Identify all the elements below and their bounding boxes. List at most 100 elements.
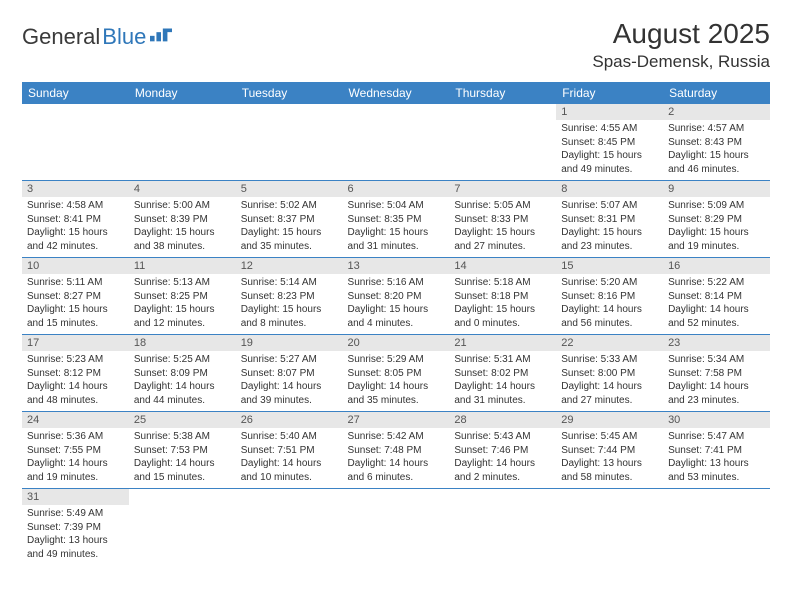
sunset-text: Sunset: 8:29 PM	[668, 213, 765, 227]
calendar-cell: 5Sunrise: 5:02 AMSunset: 8:37 PMDaylight…	[236, 181, 343, 258]
calendar-cell: 22Sunrise: 5:33 AMSunset: 8:00 PMDayligh…	[556, 335, 663, 412]
day-number: 17	[22, 335, 129, 351]
weekday-header: Wednesday	[343, 82, 450, 104]
sunset-text: Sunset: 8:35 PM	[348, 213, 445, 227]
day-info: Sunrise: 5:34 AMSunset: 7:58 PMDaylight:…	[663, 351, 770, 411]
daylight-text: Daylight: 14 hours and 23 minutes.	[668, 380, 765, 407]
sunset-text: Sunset: 8:14 PM	[668, 290, 765, 304]
daylight-text: Daylight: 13 hours and 49 minutes.	[27, 534, 124, 561]
day-number: 14	[449, 258, 556, 274]
sunset-text: Sunset: 8:18 PM	[454, 290, 551, 304]
day-number: 12	[236, 258, 343, 274]
sunrise-text: Sunrise: 4:57 AM	[668, 122, 765, 136]
day-number: 4	[129, 181, 236, 197]
day-number: 20	[343, 335, 450, 351]
sunset-text: Sunset: 8:09 PM	[134, 367, 231, 381]
title-block: August 2025 Spas-Demensk, Russia	[592, 18, 770, 72]
daylight-text: Daylight: 15 hours and 35 minutes.	[241, 226, 338, 253]
calendar-week-row: 31Sunrise: 5:49 AMSunset: 7:39 PMDayligh…	[22, 489, 770, 566]
daylight-text: Daylight: 14 hours and 10 minutes.	[241, 457, 338, 484]
day-info: Sunrise: 5:31 AMSunset: 8:02 PMDaylight:…	[449, 351, 556, 411]
day-info: Sunrise: 5:20 AMSunset: 8:16 PMDaylight:…	[556, 274, 663, 334]
daylight-text: Daylight: 14 hours and 31 minutes.	[454, 380, 551, 407]
day-info: Sunrise: 5:14 AMSunset: 8:23 PMDaylight:…	[236, 274, 343, 334]
day-number: 31	[22, 489, 129, 505]
calendar-cell: 11Sunrise: 5:13 AMSunset: 8:25 PMDayligh…	[129, 258, 236, 335]
sunrise-text: Sunrise: 5:34 AM	[668, 353, 765, 367]
calendar-cell: 1Sunrise: 4:55 AMSunset: 8:45 PMDaylight…	[556, 104, 663, 181]
day-info: Sunrise: 5:36 AMSunset: 7:55 PMDaylight:…	[22, 428, 129, 488]
sunrise-text: Sunrise: 5:36 AM	[27, 430, 124, 444]
day-number: 7	[449, 181, 556, 197]
sunrise-text: Sunrise: 5:04 AM	[348, 199, 445, 213]
calendar-table: Sunday Monday Tuesday Wednesday Thursday…	[22, 82, 770, 565]
day-info: Sunrise: 5:09 AMSunset: 8:29 PMDaylight:…	[663, 197, 770, 257]
daylight-text: Daylight: 14 hours and 56 minutes.	[561, 303, 658, 330]
daylight-text: Daylight: 15 hours and 8 minutes.	[241, 303, 338, 330]
sunset-text: Sunset: 7:53 PM	[134, 444, 231, 458]
sunrise-text: Sunrise: 5:22 AM	[668, 276, 765, 290]
calendar-cell	[663, 489, 770, 566]
daylight-text: Daylight: 13 hours and 58 minutes.	[561, 457, 658, 484]
sunset-text: Sunset: 8:05 PM	[348, 367, 445, 381]
calendar-cell	[343, 489, 450, 566]
sunrise-text: Sunrise: 5:07 AM	[561, 199, 658, 213]
calendar-week-row: 17Sunrise: 5:23 AMSunset: 8:12 PMDayligh…	[22, 335, 770, 412]
day-number: 26	[236, 412, 343, 428]
daylight-text: Daylight: 14 hours and 48 minutes.	[27, 380, 124, 407]
calendar-cell: 9Sunrise: 5:09 AMSunset: 8:29 PMDaylight…	[663, 181, 770, 258]
sunset-text: Sunset: 8:37 PM	[241, 213, 338, 227]
sunset-text: Sunset: 8:25 PM	[134, 290, 231, 304]
calendar-cell: 2Sunrise: 4:57 AMSunset: 8:43 PMDaylight…	[663, 104, 770, 181]
sunrise-text: Sunrise: 5:49 AM	[27, 507, 124, 521]
calendar-cell	[343, 104, 450, 181]
day-info: Sunrise: 5:04 AMSunset: 8:35 PMDaylight:…	[343, 197, 450, 257]
sunset-text: Sunset: 8:12 PM	[27, 367, 124, 381]
calendar-cell: 26Sunrise: 5:40 AMSunset: 7:51 PMDayligh…	[236, 412, 343, 489]
weekday-header: Saturday	[663, 82, 770, 104]
sunset-text: Sunset: 8:23 PM	[241, 290, 338, 304]
calendar-cell: 23Sunrise: 5:34 AMSunset: 7:58 PMDayligh…	[663, 335, 770, 412]
day-info: Sunrise: 5:38 AMSunset: 7:53 PMDaylight:…	[129, 428, 236, 488]
sunrise-text: Sunrise: 4:55 AM	[561, 122, 658, 136]
daylight-text: Daylight: 15 hours and 31 minutes.	[348, 226, 445, 253]
day-number: 10	[22, 258, 129, 274]
sunrise-text: Sunrise: 5:09 AM	[668, 199, 765, 213]
day-number: 15	[556, 258, 663, 274]
daylight-text: Daylight: 13 hours and 53 minutes.	[668, 457, 765, 484]
calendar-cell: 3Sunrise: 4:58 AMSunset: 8:41 PMDaylight…	[22, 181, 129, 258]
day-number: 23	[663, 335, 770, 351]
calendar-week-row: 3Sunrise: 4:58 AMSunset: 8:41 PMDaylight…	[22, 181, 770, 258]
day-info: Sunrise: 5:02 AMSunset: 8:37 PMDaylight:…	[236, 197, 343, 257]
daylight-text: Daylight: 14 hours and 52 minutes.	[668, 303, 765, 330]
day-info: Sunrise: 5:25 AMSunset: 8:09 PMDaylight:…	[129, 351, 236, 411]
daylight-text: Daylight: 15 hours and 42 minutes.	[27, 226, 124, 253]
sunrise-text: Sunrise: 5:00 AM	[134, 199, 231, 213]
sunrise-text: Sunrise: 5:29 AM	[348, 353, 445, 367]
sunrise-text: Sunrise: 5:31 AM	[454, 353, 551, 367]
calendar-cell: 12Sunrise: 5:14 AMSunset: 8:23 PMDayligh…	[236, 258, 343, 335]
daylight-text: Daylight: 14 hours and 15 minutes.	[134, 457, 231, 484]
day-number: 21	[449, 335, 556, 351]
weekday-header: Monday	[129, 82, 236, 104]
sunset-text: Sunset: 8:41 PM	[27, 213, 124, 227]
day-number: 16	[663, 258, 770, 274]
logo: GeneralBlue	[22, 24, 172, 50]
day-info: Sunrise: 5:18 AMSunset: 8:18 PMDaylight:…	[449, 274, 556, 334]
page-header: GeneralBlue August 2025 Spas-Demensk, Ru…	[22, 18, 770, 72]
daylight-text: Daylight: 14 hours and 44 minutes.	[134, 380, 231, 407]
day-info: Sunrise: 5:22 AMSunset: 8:14 PMDaylight:…	[663, 274, 770, 334]
daylight-text: Daylight: 14 hours and 2 minutes.	[454, 457, 551, 484]
sunset-text: Sunset: 8:39 PM	[134, 213, 231, 227]
calendar-cell: 20Sunrise: 5:29 AMSunset: 8:05 PMDayligh…	[343, 335, 450, 412]
weekday-header: Sunday	[22, 82, 129, 104]
sunrise-text: Sunrise: 5:16 AM	[348, 276, 445, 290]
sunset-text: Sunset: 8:16 PM	[561, 290, 658, 304]
calendar-week-row: 10Sunrise: 5:11 AMSunset: 8:27 PMDayligh…	[22, 258, 770, 335]
day-number: 30	[663, 412, 770, 428]
calendar-week-row: 1Sunrise: 4:55 AMSunset: 8:45 PMDaylight…	[22, 104, 770, 181]
sunset-text: Sunset: 8:20 PM	[348, 290, 445, 304]
day-number: 25	[129, 412, 236, 428]
day-number: 2	[663, 104, 770, 120]
calendar-cell	[556, 489, 663, 566]
